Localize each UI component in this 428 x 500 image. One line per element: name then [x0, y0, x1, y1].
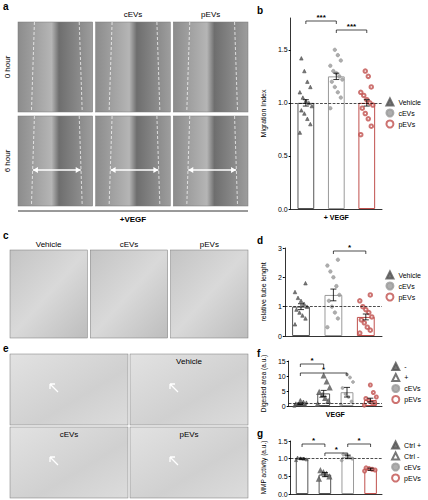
svg-text:+: + [404, 374, 408, 381]
svg-text:0.0: 0.0 [278, 491, 288, 498]
svg-text:f: f [257, 348, 261, 359]
svg-text:Vehicle: Vehicle [398, 99, 421, 106]
svg-text:1: 1 [278, 303, 282, 310]
svg-text:cEVs: cEVs [60, 430, 79, 439]
svg-text:cEVs: cEVs [124, 10, 143, 19]
svg-text:-: - [404, 363, 407, 370]
svg-text:VEGF: VEGF [326, 411, 346, 418]
svg-text:pEVs: pEVs [398, 294, 415, 302]
svg-text:pEVs: pEVs [200, 240, 219, 249]
svg-text:d: d [257, 235, 263, 246]
svg-text:*: * [358, 436, 362, 445]
svg-text:MMP activity (a.u.): MMP activity (a.u.) [260, 441, 268, 495]
svg-text:5: 5 [282, 388, 286, 395]
svg-text:Migration Index: Migration Index [260, 89, 268, 137]
svg-text:6 hour: 6 hour [3, 149, 12, 172]
svg-text:Vehicle: Vehicle [36, 240, 62, 249]
svg-text:Ctrl -: Ctrl - [404, 453, 420, 460]
svg-text:cEVs: cEVs [398, 110, 415, 117]
svg-text:cEVs: cEVs [404, 464, 421, 471]
svg-text:*: * [310, 356, 314, 365]
svg-text:0.0: 0.0 [278, 206, 288, 213]
svg-text:relative tube lenght: relative tube lenght [260, 262, 268, 321]
svg-text:b: b [257, 5, 263, 16]
svg-text:*: * [312, 436, 316, 445]
svg-text:+ VEGF: + VEGF [324, 214, 350, 221]
svg-text:0.5: 0.5 [278, 152, 288, 159]
svg-text:Vehicle: Vehicle [398, 272, 421, 279]
svg-text:g: g [257, 428, 263, 439]
svg-text:0: 0 [282, 403, 286, 410]
svg-text:*: * [322, 365, 326, 374]
svg-text:1.0: 1.0 [278, 455, 288, 462]
svg-text:cEVs: cEVs [120, 240, 139, 249]
svg-text:pEVs: pEVs [201, 10, 220, 19]
svg-text:3: 3 [278, 245, 282, 252]
svg-text:1.0: 1.0 [278, 99, 288, 106]
svg-text:a: a [3, 1, 9, 12]
svg-text:cEVs: cEVs [398, 283, 415, 290]
svg-text:0.5: 0.5 [278, 473, 288, 480]
svg-text:*: * [348, 243, 352, 252]
svg-text:1.5: 1.5 [278, 46, 288, 53]
svg-text:***: *** [316, 13, 326, 22]
svg-text:10: 10 [278, 373, 286, 380]
svg-text:Vehicle: Vehicle [176, 357, 202, 366]
svg-text:Ctrl +: Ctrl + [404, 442, 421, 449]
svg-text:*: * [335, 445, 339, 454]
svg-text:e: e [3, 343, 9, 354]
svg-text:***: *** [347, 22, 357, 31]
svg-text:0 hour: 0 hour [3, 55, 12, 78]
svg-text:2: 2 [278, 274, 282, 281]
svg-text:+VEGF: +VEGF [120, 215, 147, 224]
svg-text:pEVs: pEVs [404, 475, 421, 483]
svg-text:15: 15 [278, 358, 286, 365]
svg-text:cEVs: cEVs [404, 385, 421, 392]
svg-text:pEVs: pEVs [179, 430, 198, 439]
svg-text:pEVs: pEVs [398, 121, 415, 129]
svg-text:0: 0 [278, 333, 282, 340]
svg-text:pEVs: pEVs [404, 396, 421, 404]
svg-text:c: c [3, 230, 9, 241]
svg-text:1.5: 1.5 [278, 438, 288, 445]
svg-text:Digested area (a.u.): Digested area (a.u.) [260, 355, 268, 412]
